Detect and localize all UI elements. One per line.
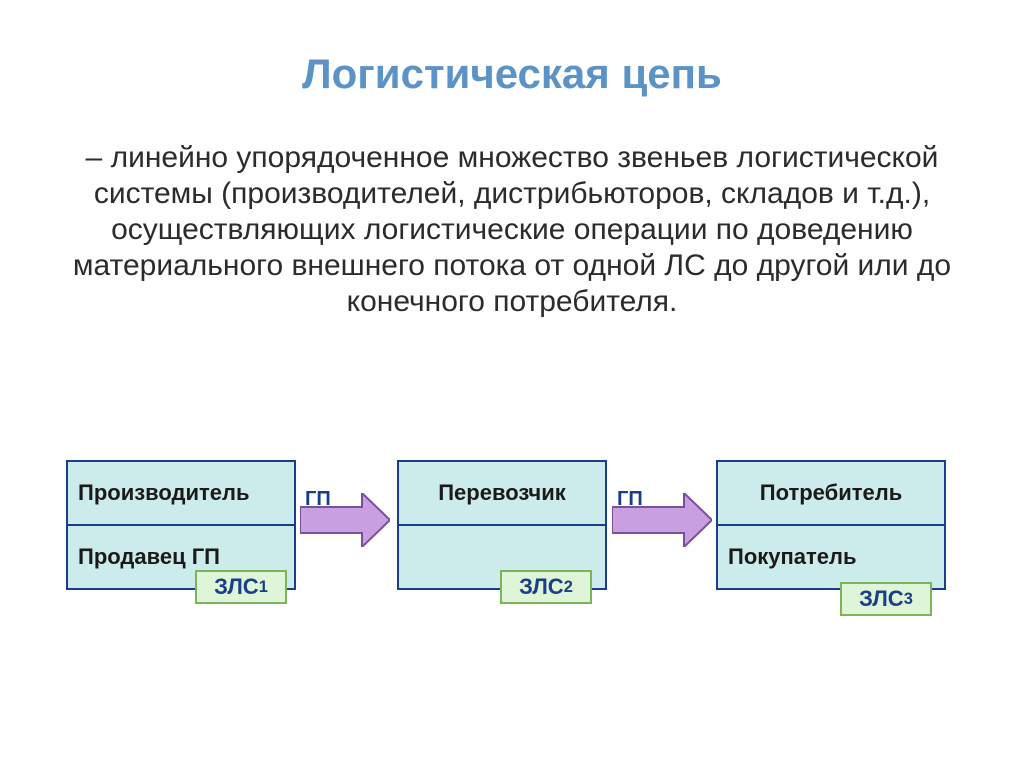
node-consumer: ПотребительПокупатель	[716, 460, 946, 590]
page-title: Логистическая цепь	[0, 50, 1024, 98]
flowchart: ПроизводительПродавец ГПЗЛС1ПеревозчикЗЛ…	[0, 460, 1024, 660]
definition-text: – линейно упорядоченное множество звенье…	[0, 140, 1024, 320]
badge-consumer: ЗЛС3	[840, 582, 932, 616]
arrow-label-0: ГП	[305, 488, 331, 511]
node-consumer-row-0: Потребитель	[718, 462, 944, 524]
node-carrier-row-0: Перевозчик	[399, 462, 605, 524]
node-consumer-row-1: Покупатель	[718, 526, 944, 588]
badge-carrier: ЗЛС2	[500, 570, 592, 604]
arrow-label-1: ГП	[617, 488, 643, 511]
node-producer-row-0: Производитель	[68, 462, 294, 524]
badge-producer: ЗЛС1	[195, 570, 287, 604]
